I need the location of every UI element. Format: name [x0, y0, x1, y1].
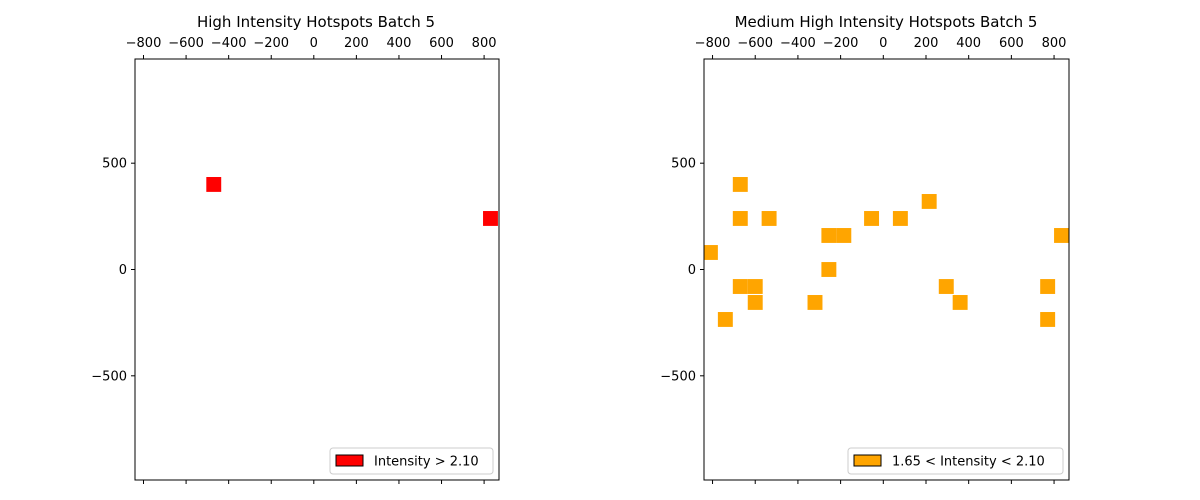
hotspot-cells [704, 177, 1069, 327]
x-tick-label: 0 [879, 36, 887, 51]
hotspot-cell [892, 211, 908, 226]
x-tick-label: −200 [823, 36, 859, 51]
x-tick-label: 400 [387, 36, 412, 51]
hotspot-cell [921, 194, 937, 209]
x-tick-label: −200 [253, 36, 289, 51]
legend-swatch [853, 454, 882, 467]
hotspot-cell [717, 312, 733, 327]
hotspot-cell [483, 211, 498, 226]
x-tick-label: −800 [126, 36, 162, 51]
axis-ticks: −800 −600 −400 −200 0 200 400 600 800 500 0 −500 [91, 36, 497, 484]
chart-panel-medium-high-intensity: Medium High Intensity Hotspots Batch 5 −… [660, 13, 1070, 484]
legend-box [329, 447, 494, 475]
hotspot-cell [836, 228, 852, 243]
x-tick-label: 800 [1042, 36, 1067, 51]
legend-label: 1.65 < Intensity < 2.10 [892, 455, 1045, 470]
x-tick-label: 600 [999, 36, 1024, 51]
chart-panel-high-intensity: High Intensity Hotspots Batch 5 −800 −600… [91, 13, 500, 484]
hotspot-cell [864, 211, 880, 226]
hotspot-cell [938, 279, 954, 294]
x-tick-label: 200 [914, 36, 939, 51]
x-tick-label: −400 [780, 36, 816, 51]
hotspot-cell [206, 177, 222, 192]
hotspot-cell [732, 177, 748, 192]
x-tick-label: −800 [695, 36, 731, 51]
x-tick-label: −600 [737, 36, 773, 51]
legend-box [847, 447, 1064, 475]
plot-frame [134, 58, 500, 481]
hotspot-cell [732, 211, 748, 226]
x-tick-label: 800 [472, 36, 497, 51]
legend-swatch [335, 454, 364, 467]
hotspot-cells [206, 177, 498, 226]
x-tick-label: 600 [429, 36, 454, 51]
y-tick-label: 0 [688, 263, 696, 278]
hotspot-cell [761, 211, 777, 226]
hotspot-cell [704, 245, 718, 260]
x-tick-label: −400 [211, 36, 247, 51]
hotspot-cell [952, 295, 968, 310]
y-tick-label: −500 [660, 369, 696, 384]
chart-title: Medium High Intensity Hotspots Batch 5 [735, 13, 1038, 31]
hotspot-cell [1054, 228, 1069, 243]
plot-frame [703, 58, 1070, 481]
x-tick-label: 0 [310, 36, 318, 51]
legend-label: Intensity > 2.10 [374, 455, 479, 470]
legend: 1.65 < Intensity < 2.10 [847, 447, 1064, 475]
hotspot-cell [1040, 312, 1056, 327]
hotspot-cell [821, 262, 837, 277]
hotspot-cell [807, 295, 823, 310]
axis-ticks: −800 −600 −400 −200 0 200 400 600 800 500 0 −500 [660, 36, 1066, 484]
y-tick-label: 0 [119, 263, 127, 278]
x-tick-label: 400 [956, 36, 981, 51]
hotspot-cell [747, 295, 763, 310]
hotspot-cell [821, 228, 837, 243]
hotspot-cell [732, 279, 748, 294]
chart-title: High Intensity Hotspots Batch 5 [197, 13, 435, 31]
x-tick-label: 200 [344, 36, 369, 51]
hotspot-cell [1040, 279, 1056, 294]
y-tick-label: 500 [671, 157, 696, 172]
hotspot-cell [747, 279, 763, 294]
x-tick-label: −600 [168, 36, 204, 51]
y-tick-label: −500 [91, 369, 127, 384]
legend: Intensity > 2.10 [329, 447, 494, 475]
y-tick-label: 500 [102, 157, 127, 172]
